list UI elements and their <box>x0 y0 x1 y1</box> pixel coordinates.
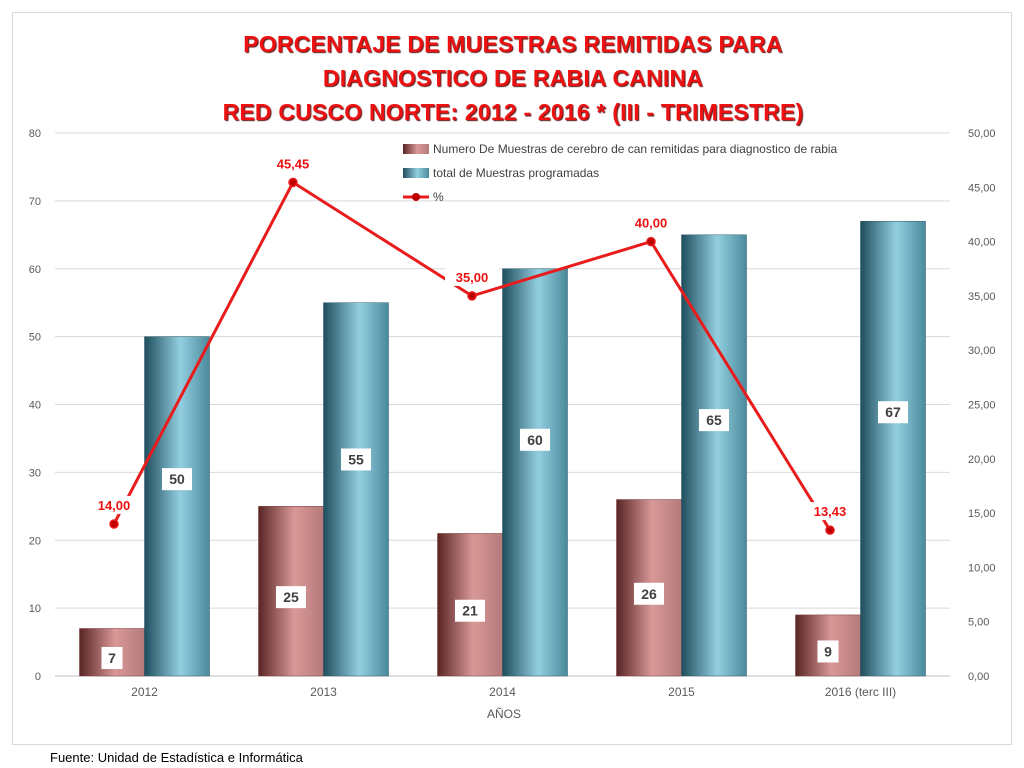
percent-label: 45,45 <box>277 156 310 171</box>
bar-remitidas-label-bg <box>634 582 664 605</box>
percent-point <box>825 525 835 535</box>
y2-tick-label: 5,00 <box>968 617 989 629</box>
bar-programadas-label-bg <box>699 409 729 432</box>
bar-muestras-programadas <box>681 234 747 677</box>
y-tick-label: 30 <box>29 467 41 479</box>
bar-programadas-label: 60 <box>527 432 543 448</box>
y-tick-label: 80 <box>29 128 41 140</box>
bar-remitidas-label-bg <box>817 640 839 663</box>
percent-label-bg <box>266 154 320 173</box>
bar-programadas-label-bg <box>878 401 908 424</box>
chart-title-line-1: PORCENTAJE DE MUESTRAS REMITIDAS PARA <box>243 31 783 57</box>
x-tick-label: 2015 <box>668 685 695 699</box>
percent-label-bg <box>803 502 857 521</box>
y2-tick-label: 0,00 <box>968 671 989 683</box>
percent-line <box>109 177 835 535</box>
y2-tick-label: 50,00 <box>968 128 996 140</box>
bar-programadas-label-bg <box>520 428 550 451</box>
percent-label: 40,00 <box>635 216 668 231</box>
chart-title-line-2: DIAGNOSTICO DE RABIA CANINA <box>322 65 704 91</box>
bar-remitidas-label: 7 <box>108 650 116 666</box>
y2-tick-label: 45,00 <box>968 182 996 194</box>
y-tick-label: 50 <box>29 332 41 344</box>
y2-tick-label: 15,00 <box>968 508 996 520</box>
percent-point <box>467 291 477 301</box>
percent-point <box>288 177 298 188</box>
legend-marker-percent <box>412 193 420 201</box>
y2-tick-label: 25,00 <box>968 400 996 412</box>
x-axis-title: AÑOS <box>487 707 521 721</box>
y-tick-label: 60 <box>29 264 41 276</box>
bars <box>79 220 926 677</box>
percent-label: 13,43 <box>814 504 847 519</box>
y-tick-label: 40 <box>29 400 41 412</box>
x-tick-label: 2014 <box>489 685 516 699</box>
bar-remitidas-label-bg <box>455 599 485 622</box>
y2-tick-label: 40,00 <box>968 237 996 249</box>
y2-tick-label: 30,00 <box>968 345 996 357</box>
x-tick-label: 2012 <box>131 685 158 699</box>
y-tick-label: 10 <box>29 603 41 615</box>
bar-programadas-label: 55 <box>348 451 364 467</box>
bar-programadas-label: 65 <box>706 412 722 428</box>
bar-remitidas-label: 9 <box>824 643 832 659</box>
bar-muestras-programadas <box>502 268 568 677</box>
legend-label-programadas: total de Muestras programadas <box>433 166 599 180</box>
y2-tick-label: 20,00 <box>968 454 996 466</box>
y-tick-label: 20 <box>29 535 41 547</box>
bar-programadas-label: 50 <box>169 471 185 487</box>
bar-muestras-programadas <box>860 220 926 677</box>
chart-title-line-3: RED CUSCO NORTE: 2012 - 2016 * (III - TR… <box>222 99 804 125</box>
bar-remitidas-label: 25 <box>283 589 299 605</box>
bar-remitidas-label: 21 <box>462 603 478 619</box>
percent-label-bg <box>445 267 499 286</box>
bar-muestras-programadas <box>144 336 210 677</box>
x-tick-label: 2016 (terc III) <box>825 685 896 699</box>
bar-remitidas-label: 26 <box>641 586 657 602</box>
percent-point <box>109 519 119 529</box>
bar-remitidas-label-bg <box>101 647 123 669</box>
bar-programadas-label: 67 <box>885 404 901 420</box>
data-labels: 7 50 25 55 21 60 26 65 9 67 14,00 45,45 35,00 40,00 13… <box>87 154 908 669</box>
y-tick-label: 70 <box>29 196 41 208</box>
source-note: Fuente: Unidad de Estadística e Informát… <box>50 750 303 765</box>
x-tick-label: 2013 <box>310 685 337 699</box>
legend-swatch-programadas <box>403 168 429 178</box>
legend-label-percent: % <box>433 190 444 204</box>
percent-label: 14,00 <box>98 498 131 513</box>
bar-remitidas-label-bg <box>276 586 306 609</box>
chart-frame: PORCENTAJE DE MUESTRAS REMITIDAS PARA DI… <box>12 12 1012 745</box>
bar-muestras-programadas <box>323 302 389 677</box>
percent-label: 35,00 <box>456 270 489 285</box>
percent-label-bg <box>624 213 678 232</box>
percent-point <box>646 236 656 247</box>
legend-label-remitidas: Numero De Muestras de cerebro de can rem… <box>433 142 838 156</box>
y-tick-label: 0 <box>35 671 41 683</box>
legend: Numero De Muestras de cerebro de can rem… <box>403 142 838 204</box>
percent-label-bg <box>87 495 141 514</box>
y2-tick-label: 35,00 <box>968 291 996 303</box>
legend-swatch-remitidas <box>403 144 429 154</box>
bar-programadas-label-bg <box>341 448 371 471</box>
y2-tick-label: 10,00 <box>968 562 996 574</box>
bar-programadas-label-bg <box>162 468 192 491</box>
